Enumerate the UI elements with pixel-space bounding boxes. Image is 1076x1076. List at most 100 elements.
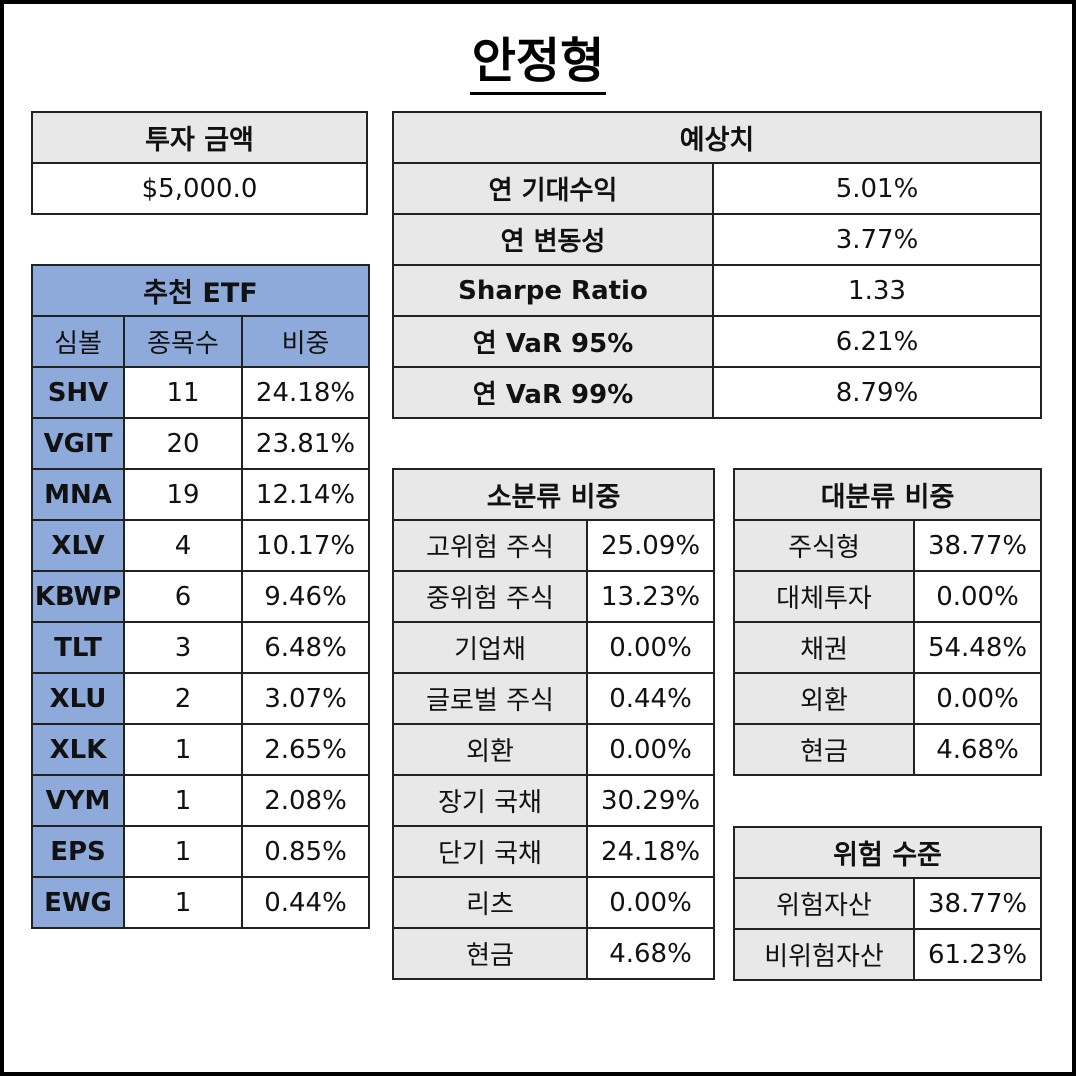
table-row: KBWP 6 9.46% — [31, 570, 370, 623]
etf-count: 1 — [123, 876, 243, 929]
sub-class-label: 중위험 주식 — [392, 570, 588, 623]
etf-count: 6 — [123, 570, 243, 623]
table-row: Sharpe Ratio 1.33 — [392, 264, 1042, 317]
table-row: 연 VaR 95% 6.21% — [392, 315, 1042, 368]
sub-class-value: 4.68% — [585, 927, 716, 980]
table-row: TLT 3 6.48% — [31, 621, 370, 674]
forecast-value: 6.21% — [712, 315, 1042, 368]
etf-weight: 3.07% — [241, 672, 370, 725]
page-title: 안정형 — [469, 30, 607, 95]
etf-count: 19 — [123, 468, 243, 521]
sub-class-value: 0.00% — [585, 621, 716, 674]
major-class-value: 54.48% — [912, 621, 1043, 674]
sub-class-value: 0.44% — [585, 672, 716, 725]
etf-weight: 24.18% — [241, 366, 370, 419]
major-class-value: 4.68% — [912, 723, 1043, 776]
table-row: 단기 국채 24.18% — [392, 825, 716, 878]
risk-level-table: 위험 수준 위험자산 38.77% 비위험자산 61.23% — [732, 826, 1043, 981]
forecast-value: 3.77% — [712, 213, 1042, 266]
etf-symbol: EPS — [31, 825, 125, 878]
table-row: 주식형 38.77% — [733, 519, 1043, 572]
table-row: MNA 19 12.14% — [31, 468, 370, 521]
etf-weight: 6.48% — [241, 621, 370, 674]
table-row: VYM 1 2.08% — [31, 774, 370, 827]
table-row: 대체투자 0.00% — [733, 570, 1043, 623]
etf-count: 2 — [123, 672, 243, 725]
etf-count: 1 — [123, 825, 243, 878]
table-row: 비위험자산 61.23% — [733, 928, 1043, 981]
sub-class-value: 0.00% — [585, 723, 716, 776]
table-row: 글로벌 주식 0.44% — [392, 672, 716, 725]
forecast-value: 1.33 — [712, 264, 1042, 317]
risk-level-label: 위험자산 — [733, 877, 915, 930]
table-row: VGIT 20 23.81% — [31, 417, 370, 470]
major-class-value: 38.77% — [912, 519, 1043, 572]
sub-class-label: 리츠 — [392, 876, 588, 929]
forecast-label: Sharpe Ratio — [392, 264, 714, 317]
etf-count: 1 — [123, 723, 243, 776]
risk-level-label: 비위험자산 — [733, 928, 915, 981]
table-row: XLU 2 3.07% — [31, 672, 370, 725]
etf-count: 3 — [123, 621, 243, 674]
forecast-label: 연 변동성 — [392, 213, 714, 266]
sub-class-label: 단기 국채 — [392, 825, 588, 878]
table-row: XLV 4 10.17% — [31, 519, 370, 572]
forecast-value: 8.79% — [712, 366, 1042, 419]
forecast-label: 연 VaR 95% — [392, 315, 714, 368]
etf-count: 4 — [123, 519, 243, 572]
etf-symbol: TLT — [31, 621, 125, 674]
sub-class-label: 현금 — [392, 927, 588, 980]
major-class-label: 채권 — [733, 621, 915, 674]
table-row: 현금 4.68% — [733, 723, 1043, 776]
risk-level-value: 61.23% — [912, 928, 1043, 981]
etf-symbol: XLU — [31, 672, 125, 725]
sub-class-value: 30.29% — [585, 774, 716, 827]
major-class-label: 외환 — [733, 672, 915, 725]
sub-class-label: 장기 국채 — [392, 774, 588, 827]
table-row: 리츠 0.00% — [392, 876, 716, 929]
risk-level-header: 위험 수준 — [732, 826, 1043, 879]
forecast-header: 예상치 — [392, 111, 1042, 164]
etf-weight: 9.46% — [241, 570, 370, 623]
table-row: 기업채 0.00% — [392, 621, 716, 674]
sub-class-label: 외환 — [392, 723, 588, 776]
major-class-value: 0.00% — [912, 672, 1043, 725]
etf-symbol: MNA — [31, 468, 125, 521]
etf-symbol: XLV — [31, 519, 125, 572]
table-row: 중위험 주식 13.23% — [392, 570, 716, 623]
sub-class-table: 소분류 비중 고위험 주식 25.09% 중위험 주식 13.23% 기업채 0… — [391, 468, 716, 980]
investment-header: 투자 금액 — [31, 111, 368, 164]
table-row: 외환 0.00% — [392, 723, 716, 776]
etf-weight: 2.08% — [241, 774, 370, 827]
table-row: 외환 0.00% — [733, 672, 1043, 725]
etf-col-weight: 비중 — [241, 315, 370, 368]
etf-symbol: SHV — [31, 366, 125, 419]
risk-level-value: 38.77% — [912, 877, 1043, 930]
etf-symbol: EWG — [31, 876, 125, 929]
investment-table: 투자 금액 $5,000.0 — [31, 111, 368, 215]
etf-weight: 10.17% — [241, 519, 370, 572]
etf-count: 1 — [123, 774, 243, 827]
etf-count: 20 — [123, 417, 243, 470]
sub-class-header: 소분류 비중 — [391, 468, 716, 521]
major-class-label: 현금 — [733, 723, 915, 776]
etf-symbol: XLK — [31, 723, 125, 776]
major-class-value: 0.00% — [912, 570, 1043, 623]
investment-amount: $5,000.0 — [31, 162, 368, 215]
sub-class-label: 기업채 — [392, 621, 588, 674]
etf-table: 추천 ETF 심볼 종목수 비중 SHV 11 24.18% VGIT 20 2… — [31, 264, 370, 929]
major-class-label: 대체투자 — [733, 570, 915, 623]
table-row: 고위험 주식 25.09% — [392, 519, 716, 572]
etf-weight: 0.44% — [241, 876, 370, 929]
table-row: EPS 1 0.85% — [31, 825, 370, 878]
sub-class-value: 0.00% — [585, 876, 716, 929]
sub-class-value: 13.23% — [585, 570, 716, 623]
etf-symbol: KBWP — [31, 570, 125, 623]
table-row: 현금 4.68% — [392, 927, 716, 980]
table-row: 연 VaR 99% 8.79% — [392, 366, 1042, 419]
page-title-wrap: 안정형 — [0, 30, 1076, 95]
major-class-header: 대분류 비중 — [732, 468, 1043, 521]
table-row: 위험자산 38.77% — [733, 877, 1043, 930]
table-row: 연 변동성 3.77% — [392, 213, 1042, 266]
major-class-table: 대분류 비중 주식형 38.77% 대체투자 0.00% 채권 54.48% 외… — [732, 468, 1043, 776]
